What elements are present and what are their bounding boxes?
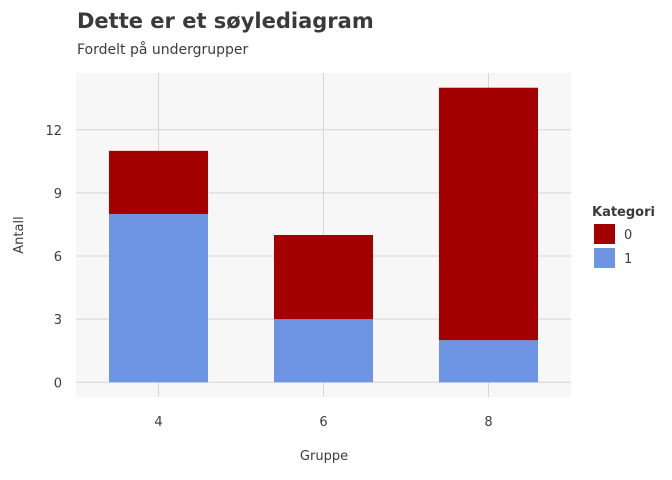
bars [109, 87, 538, 383]
y-tick-label: 0 [54, 376, 62, 391]
x-tick-label: 8 [484, 415, 492, 430]
chart-title: Dette er et søylediagram [77, 9, 374, 33]
y-tick-label: 9 [54, 187, 62, 202]
legend-title: Kategori [592, 205, 655, 220]
y-tick-label: 3 [54, 313, 62, 328]
y-axis-title: Antall [12, 216, 27, 253]
x-axis-title: Gruppe [300, 449, 348, 464]
legend-swatch [594, 224, 615, 244]
legend-label: 1 [624, 252, 632, 267]
x-tick-label: 6 [319, 415, 327, 430]
bar-segment [439, 87, 538, 341]
x-tick-label: 4 [154, 415, 162, 430]
y-tick-label: 6 [54, 250, 62, 265]
chart-subtitle: Fordelt på undergrupper [77, 42, 249, 58]
bar-segment [109, 150, 208, 214]
y-axis-ticks: 0 3 6 9 12 [45, 124, 62, 391]
legend: Kategori 0 1 [592, 205, 655, 268]
bar-segment [439, 340, 538, 383]
x-axis-ticks: 4 6 8 [154, 415, 492, 430]
bar-segment [274, 235, 373, 320]
bar-segment [274, 319, 373, 383]
legend-swatch [594, 248, 615, 268]
legend-label: 0 [624, 228, 632, 243]
bar-segment [109, 213, 208, 383]
y-tick-label: 12 [45, 124, 62, 139]
